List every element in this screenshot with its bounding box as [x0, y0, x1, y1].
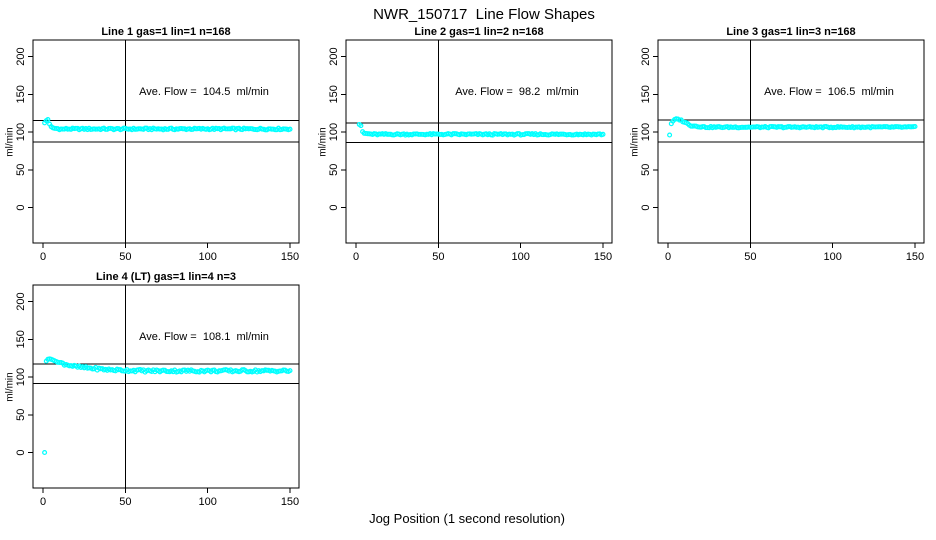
y-tick-label: 200: [640, 47, 652, 65]
panel-3-title: Line 3 gas=1 lin=3 n=168: [726, 26, 856, 38]
x-tick-label: 150: [281, 251, 299, 263]
x-axis-label: Jog Position (1 second resolution): [369, 511, 565, 526]
data-points: [42, 116, 293, 133]
plot-box: [345, 39, 613, 244]
y-tick-label: 150: [15, 85, 27, 103]
x-tick-label: 150: [594, 251, 612, 263]
data-point: [45, 116, 51, 123]
panel-2-plot: 0 50 100 150 0 50 100 150 200: [328, 39, 613, 263]
data-point: [42, 449, 48, 456]
x-tick-label: 0: [40, 496, 46, 508]
panel-1-y-axis-label: ml/min: [4, 127, 16, 157]
data-point: [358, 123, 364, 129]
y-tick-label: 0: [640, 204, 652, 210]
data-point: [287, 368, 293, 374]
y-tick-label: 50: [15, 409, 27, 421]
panel-3-ave-flow-label: Ave. Flow = 106.5 ml/min: [764, 86, 894, 98]
y-tick-label: 0: [15, 449, 27, 455]
data-point: [287, 126, 293, 132]
plot-box: [32, 39, 300, 244]
panel-4-plot: 0 50 100 150 0 50 100 150 200: [15, 284, 300, 508]
x-tick-label: 50: [119, 496, 131, 508]
panel-3-y-axis-label: ml/min: [629, 127, 641, 157]
x-tick-label: 100: [823, 251, 841, 263]
panel-1-title: Line 1 gas=1 lin=1 n=168: [101, 26, 231, 38]
x-tick-label: 100: [198, 496, 216, 508]
y-tick-label: 100: [15, 123, 27, 141]
panel-1-ave-flow-label: Ave. Flow = 104.5 ml/min: [139, 86, 269, 98]
x-tick-label: 0: [665, 251, 671, 263]
data-points: [667, 116, 918, 138]
y-tick-label: 200: [328, 47, 340, 65]
page-title: NWR_150717 Line Flow Shapes: [373, 6, 595, 23]
x-tick-label: 150: [906, 251, 924, 263]
panel-4-ave-flow-label: Ave. Flow = 108.1 ml/min: [139, 331, 269, 343]
x-tick-label: 0: [353, 251, 359, 263]
x-tick-label: 100: [511, 251, 529, 263]
data-point: [667, 132, 673, 138]
panel-2-ave-flow-label: Ave. Flow = 98.2 ml/min: [455, 86, 579, 98]
y-tick-label: 200: [15, 292, 27, 310]
x-tick-label: 50: [744, 251, 756, 263]
data-point: [600, 131, 606, 137]
x-tick-label: 50: [119, 251, 131, 263]
panel-1-plot: 0 50 100 150 0 50 100 150 200: [15, 39, 300, 263]
data-points: [42, 356, 293, 456]
y-tick-label: 50: [328, 164, 340, 176]
panel-3-plot: 0 50 100 150 0 50 100 150 200: [640, 39, 925, 263]
data-points: [356, 121, 606, 138]
panel-4-y-axis-label: ml/min: [4, 372, 16, 402]
y-tick-label: 0: [328, 204, 340, 210]
y-tick-label: 150: [15, 330, 27, 348]
data-point: [912, 123, 918, 130]
plot-box: [32, 284, 300, 489]
y-tick-label: 100: [328, 123, 340, 141]
y-tick-label: 200: [15, 47, 27, 65]
x-tick-label: 100: [198, 251, 216, 263]
x-tick-label: 50: [432, 251, 444, 263]
x-tick-label: 0: [40, 251, 46, 263]
panel-2-title: Line 2 gas=1 lin=2 n=168: [414, 26, 544, 38]
x-tick-label: 150: [281, 496, 299, 508]
y-tick-label: 50: [640, 164, 652, 176]
y-tick-label: 0: [15, 204, 27, 210]
y-tick-label: 150: [328, 85, 340, 103]
panel-4-title: Line 4 (LT) gas=1 lin=4 n=3: [95, 271, 237, 283]
y-tick-label: 50: [15, 164, 27, 176]
y-tick-label: 150: [640, 85, 652, 103]
panel-2-y-axis-label: ml/min: [317, 127, 329, 157]
y-tick-label: 100: [15, 368, 27, 386]
y-tick-label: 100: [640, 123, 652, 141]
